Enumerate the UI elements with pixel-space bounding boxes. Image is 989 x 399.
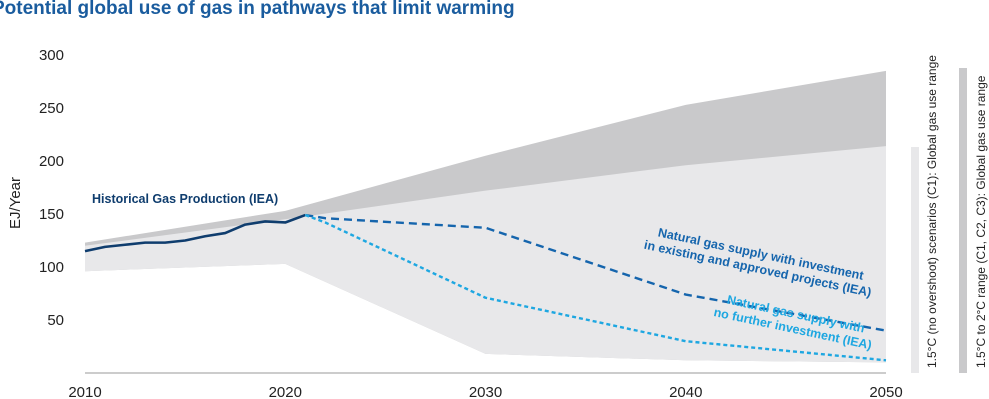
historical-line bbox=[84, 213, 306, 253]
y-tick-label: 150 bbox=[39, 206, 64, 223]
x-tick-label: 2010 bbox=[68, 384, 101, 399]
y-axis-label: EJ/Year bbox=[7, 177, 24, 229]
y-tick-label: 50 bbox=[47, 312, 64, 329]
y-tick-label: 100 bbox=[39, 259, 64, 276]
legend-label-c1: 1.5°C (no overshoot) scenarios (C1): Glo… bbox=[925, 55, 939, 368]
series-lines bbox=[84, 213, 887, 362]
y-tick-label: 200 bbox=[39, 153, 64, 170]
legend-swatch-c1 bbox=[911, 147, 919, 373]
y-axis-ticks: 50 100 150 200 250 300 bbox=[39, 47, 64, 329]
x-tick-label: 2040 bbox=[669, 384, 702, 399]
legend-swatch-c1c2c3 bbox=[959, 68, 967, 373]
y-tick-label: 250 bbox=[39, 100, 64, 117]
y-tick-label: 300 bbox=[39, 47, 64, 64]
chart-title: Potential global use of gas in pathways … bbox=[0, 0, 515, 19]
range-bands bbox=[85, 70, 886, 363]
historical-annotation: Historical Gas Production (IEA) bbox=[92, 192, 278, 206]
no-investment-line bbox=[304, 213, 887, 362]
x-tick-label: 2050 bbox=[869, 384, 902, 399]
existing-projects-line bbox=[305, 213, 887, 332]
x-tick-label: 2030 bbox=[469, 384, 502, 399]
x-axis-ticks: 2010 2020 2030 2040 2050 bbox=[68, 384, 902, 399]
range-band-c1 bbox=[85, 146, 886, 363]
legend-label-c1c2c3: 1.5°C to 2°C range (C1, C2, C3): Global … bbox=[974, 75, 988, 368]
x-tick-label: 2020 bbox=[269, 384, 302, 399]
